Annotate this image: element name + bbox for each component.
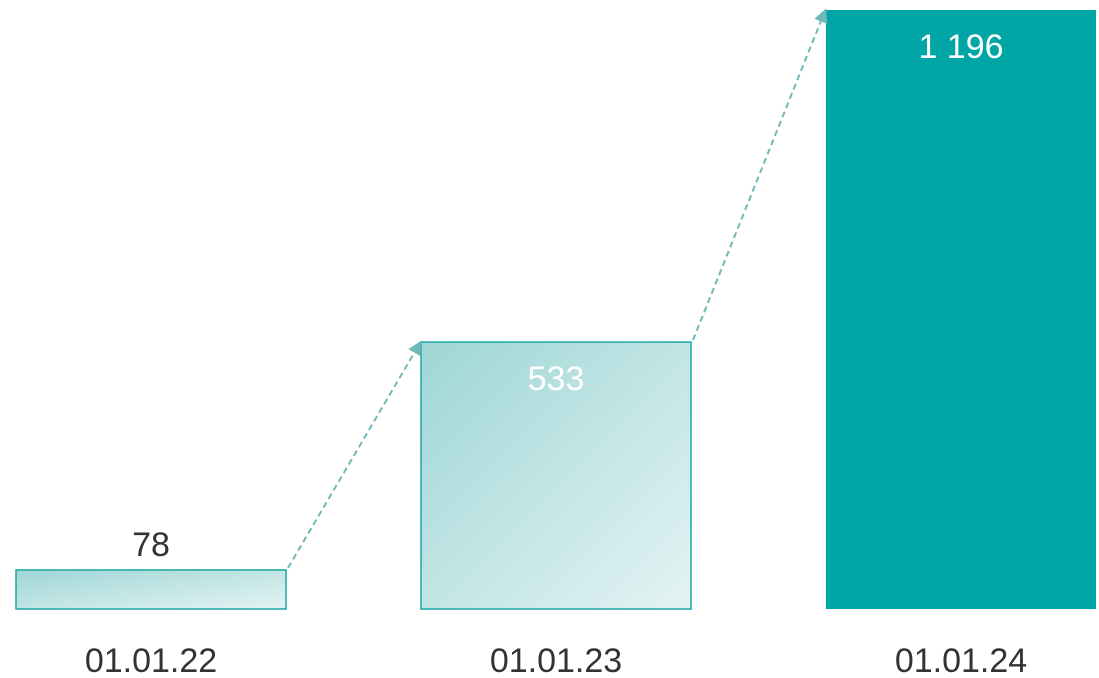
category-label: 01.01.22 (85, 642, 217, 678)
value-labels-group: 78 533 1 196 (132, 28, 1003, 564)
connector-arrows-group (287, 8, 828, 569)
category-labels-group: 01.01.22 01.01.23 01.01.24 (85, 642, 1027, 678)
growth-arrow (287, 340, 422, 569)
value-label: 78 (132, 526, 170, 564)
growth-arrow (692, 8, 828, 341)
bars-group (15, 10, 1096, 610)
category-label: 01.01.23 (490, 642, 622, 678)
value-label: 1 196 (918, 28, 1003, 66)
category-label: 01.01.24 (895, 642, 1027, 678)
bar-01.01.24 (826, 10, 1096, 609)
bar-01.01.23 (420, 341, 692, 610)
bar-01.01.22 (15, 569, 287, 610)
value-label: 533 (528, 360, 585, 398)
